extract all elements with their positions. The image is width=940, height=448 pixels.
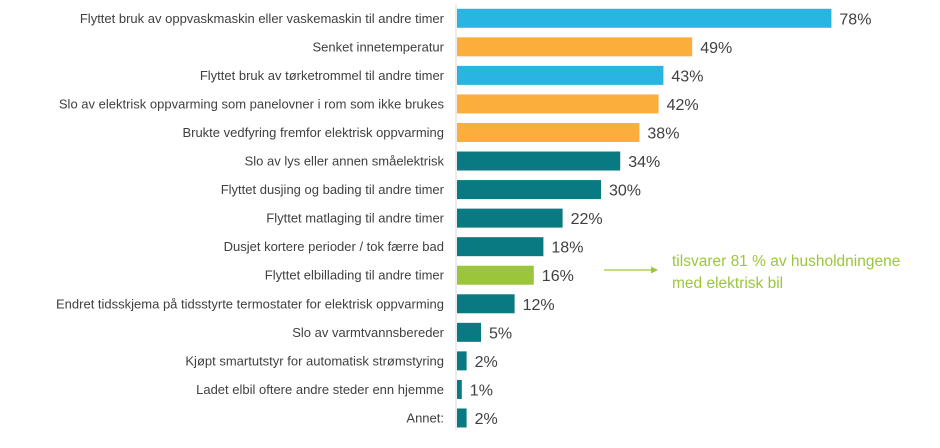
value-label: 34%: [628, 154, 660, 171]
value-label: 22%: [571, 211, 603, 228]
bar: [457, 351, 467, 371]
bar: [457, 8, 832, 28]
bar: [457, 122, 640, 142]
category-label: Annet:: [406, 410, 444, 425]
category-label: Ladet elbil oftere andre steder enn hjem…: [196, 382, 444, 397]
category-label: Slo av lys eller annen småelektrisk: [245, 154, 445, 169]
category-label: Brukte vedfyring fremfor elektrisk oppva…: [182, 125, 444, 140]
bar: [457, 379, 462, 399]
bar: [457, 94, 659, 114]
category-label: Slo av varmtvannsbereder: [292, 325, 444, 340]
bar: [457, 322, 481, 342]
category-label: Kjøpt smartutstyr for automatisk strømst…: [185, 353, 444, 368]
annotation-text-line-2: med elektrisk bil: [672, 275, 783, 292]
value-label: 2%: [475, 411, 498, 428]
category-label: Slo av elektrisk oppvarming som panelovn…: [59, 96, 445, 111]
value-label: 12%: [523, 297, 555, 314]
value-label: 30%: [609, 183, 641, 200]
annotation-group: tilsvarer 81 % av husholdningene med ele…: [604, 253, 900, 292]
bar-rows: Flyttet bruk av oppvaskmaskin eller vask…: [56, 8, 871, 428]
category-label: Flyttet bruk av tørketrommel til andre t…: [200, 68, 445, 83]
annotation-arrow-icon: [651, 266, 658, 274]
bar: [457, 265, 534, 285]
value-label: 16%: [542, 268, 574, 285]
category-label: Flyttet bruk av oppvaskmaskin eller vask…: [80, 11, 445, 26]
bar: [457, 37, 693, 57]
bar: [457, 151, 621, 171]
value-label: 78%: [839, 11, 871, 28]
category-label: Flyttet elbillading til andre timer: [265, 268, 445, 283]
value-label: 5%: [489, 325, 512, 342]
category-label: Flyttet dusjing og bading til andre time…: [221, 182, 445, 197]
bar: [457, 65, 664, 85]
bar: [457, 180, 601, 200]
value-label: 43%: [671, 68, 703, 85]
bar: [457, 408, 467, 428]
category-label: Senket innetemperatur: [312, 39, 444, 54]
value-label: 1%: [470, 382, 493, 399]
value-label: 49%: [700, 40, 732, 57]
annotation-text-line-1: tilsvarer 81 % av husholdningene: [672, 253, 900, 270]
value-label: 38%: [647, 125, 679, 142]
bar: [457, 237, 544, 257]
category-label: Dusjet kortere perioder / tok færre bad: [224, 239, 444, 254]
value-label: 2%: [475, 354, 498, 371]
bar: [457, 208, 563, 228]
value-label: 42%: [667, 97, 699, 114]
category-label: Flyttet matlaging til andre timer: [266, 211, 444, 226]
value-label: 18%: [551, 240, 583, 257]
category-label: Endret tidsskjema på tidsstyrte termosta…: [56, 296, 444, 311]
bar: [457, 294, 515, 314]
